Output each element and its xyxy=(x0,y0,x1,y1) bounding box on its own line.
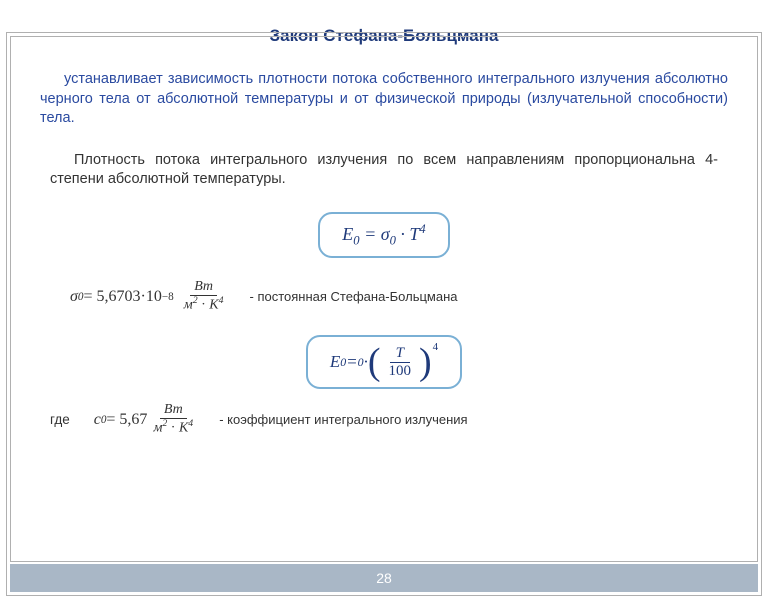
footer-bar: 28 xyxy=(10,564,758,592)
page-number: 28 xyxy=(376,570,392,586)
inner-border xyxy=(10,36,758,562)
